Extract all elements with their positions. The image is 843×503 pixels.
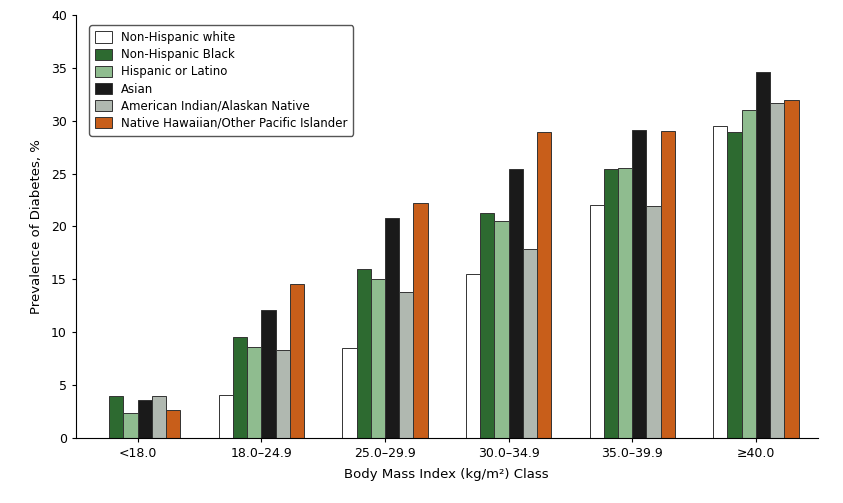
Bar xyxy=(632,130,647,438)
Bar xyxy=(385,218,400,438)
Bar xyxy=(247,347,261,438)
Bar xyxy=(413,203,427,438)
Bar xyxy=(357,269,371,438)
Bar xyxy=(604,170,618,438)
Bar xyxy=(152,396,166,438)
Y-axis label: Prevalence of Diabetes, %: Prevalence of Diabetes, % xyxy=(30,139,43,314)
Bar xyxy=(589,205,604,438)
Bar xyxy=(508,170,523,438)
Bar xyxy=(537,132,551,438)
Bar xyxy=(494,221,508,438)
Bar xyxy=(166,410,180,438)
Bar xyxy=(290,285,304,438)
Bar xyxy=(466,274,481,438)
Bar xyxy=(137,399,152,438)
Bar xyxy=(618,168,632,438)
Legend: Non-Hispanic white, Non-Hispanic Black, Hispanic or Latino, Asian, American Indi: Non-Hispanic white, Non-Hispanic Black, … xyxy=(89,25,353,136)
Bar xyxy=(342,348,357,438)
Bar xyxy=(400,292,413,438)
Bar xyxy=(371,279,385,438)
Bar xyxy=(218,395,233,438)
Bar xyxy=(756,72,771,438)
Bar xyxy=(713,126,728,438)
Bar xyxy=(481,213,494,438)
Bar xyxy=(661,131,675,438)
Bar xyxy=(233,338,247,438)
Bar xyxy=(728,132,742,438)
X-axis label: Body Mass Index (kg/m²) Class: Body Mass Index (kg/m²) Class xyxy=(345,468,549,481)
Bar xyxy=(771,103,784,438)
Bar xyxy=(784,100,798,438)
Bar xyxy=(110,396,123,438)
Bar xyxy=(647,206,661,438)
Bar xyxy=(276,350,290,438)
Bar xyxy=(742,110,756,438)
Bar xyxy=(123,413,137,438)
Bar xyxy=(261,310,276,438)
Bar xyxy=(523,248,537,438)
